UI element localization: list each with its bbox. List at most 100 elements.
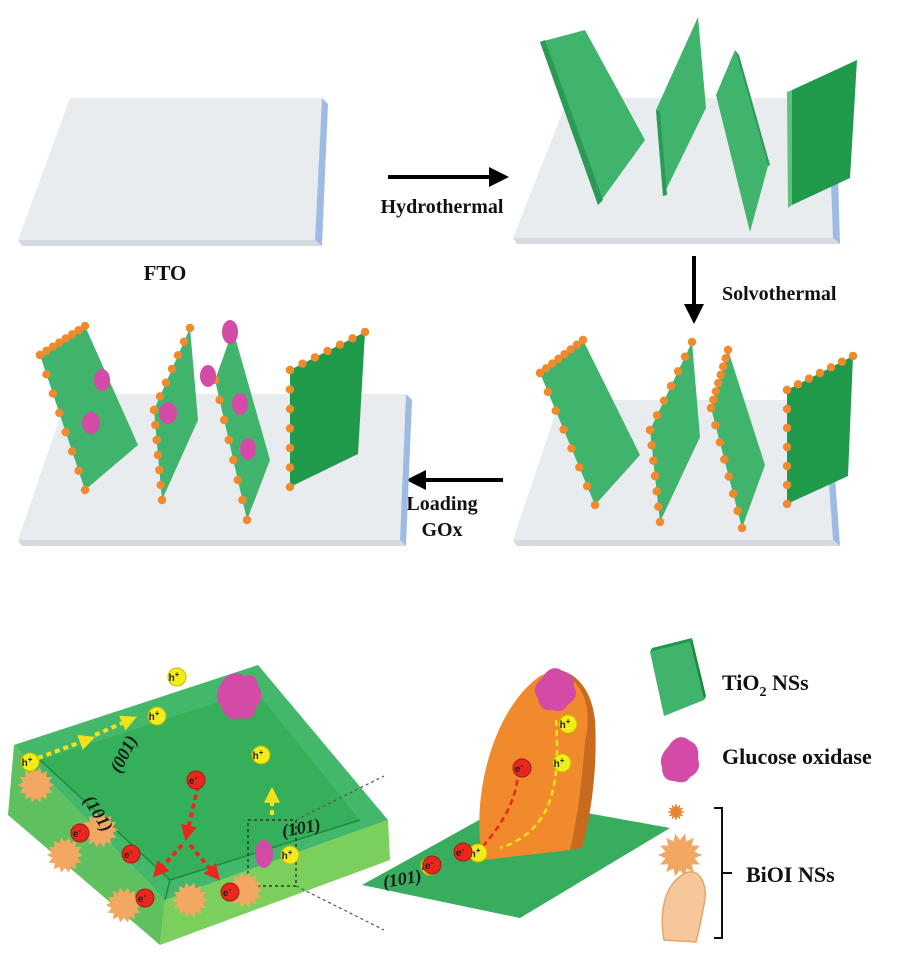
svg-text:e-: e-	[456, 845, 465, 859]
electron: e-	[70, 823, 90, 843]
bioi-particle	[42, 370, 51, 379]
svg-text:e-: e-	[515, 761, 524, 775]
tio2-on-fto-panel	[513, 17, 857, 244]
bioi-particle	[655, 517, 665, 527]
electron-migration-arrow	[188, 843, 221, 881]
bioi-particle	[578, 335, 588, 345]
bioi-particle	[709, 395, 718, 404]
bioi-particle	[233, 475, 243, 485]
zoom-guide	[295, 885, 385, 931]
bioi-star	[47, 837, 83, 873]
bioi-particle	[242, 515, 252, 525]
bioi-particle	[793, 380, 803, 389]
bioi-particle	[715, 438, 725, 447]
legend-brace	[714, 807, 732, 939]
bioi-particle	[285, 404, 295, 414]
bioi-particle	[157, 495, 167, 505]
bioi-particle	[55, 338, 64, 347]
bioi-particle	[48, 342, 58, 351]
bioi-particle	[55, 408, 64, 418]
gox-enzymes-panel4	[82, 320, 256, 460]
hole-migration-arrow	[37, 734, 96, 760]
bioi-particle	[149, 405, 159, 415]
bioi-particle	[285, 385, 295, 394]
hole: h+	[147, 706, 167, 726]
bioi-particle	[310, 353, 320, 362]
bioi-particle	[566, 345, 575, 354]
gox-enzyme	[255, 840, 273, 868]
bioi-particle	[711, 420, 720, 430]
bioi-particle	[298, 359, 307, 368]
svg-text:h+: h+	[169, 670, 180, 684]
electron: e-	[453, 842, 473, 862]
bioi-particle	[733, 506, 742, 516]
bioi-particle	[224, 435, 233, 445]
bioi-large-star-icon	[658, 833, 702, 877]
bioi-particle	[548, 359, 557, 368]
bioi-plate-icon	[661, 871, 706, 943]
svg-text:h+: h+	[470, 846, 481, 860]
bioi-particle	[152, 435, 161, 445]
gox-enzyme-zoomed	[534, 668, 576, 712]
gox-enzyme	[159, 402, 177, 424]
svg-text:h+: h+	[149, 709, 160, 723]
svg-text:h+: h+	[560, 717, 571, 731]
bioi-particle	[652, 487, 661, 496]
gox-enzyme	[82, 412, 100, 434]
bioi-particle	[543, 387, 553, 397]
bioi-particle	[737, 523, 747, 533]
hole-path	[499, 719, 559, 850]
bioi-star	[82, 812, 118, 848]
bioi-particle	[815, 368, 825, 378]
bioi-particle	[74, 466, 83, 475]
bioi-particle	[285, 424, 295, 433]
bioi-particle	[680, 352, 690, 361]
electron: e-	[135, 888, 155, 908]
bioi-particle	[706, 403, 716, 413]
bioi-particle	[535, 368, 545, 378]
bioi-particle	[728, 489, 738, 498]
tio2-bioi-gox-panel	[18, 326, 412, 546]
bioi-particle	[559, 425, 568, 434]
hydrothermal-label: Hydrothermal	[381, 196, 504, 218]
bioi-particle	[720, 455, 729, 464]
bioi-particle	[645, 425, 655, 435]
fto-label: FTO	[144, 261, 187, 285]
bioi-particle	[654, 502, 663, 511]
zoom-guide	[295, 775, 385, 821]
bioi-star	[658, 833, 702, 877]
svg-text:h+: h+	[282, 848, 293, 862]
electron: e-	[422, 855, 442, 875]
bioi-particle	[575, 463, 584, 472]
tio2-bioi-panel	[513, 340, 853, 546]
hole: h+	[280, 845, 300, 865]
svg-text:e-: e-	[124, 847, 133, 861]
bioi-particle	[153, 450, 163, 460]
bioi-particle	[718, 362, 728, 371]
bioi-particle	[826, 363, 836, 372]
gox-enzyme	[232, 393, 248, 415]
bioi-particle	[554, 354, 563, 364]
legend-gox-label: Glucose oxidase	[722, 744, 872, 769]
fto-substrate	[18, 98, 328, 246]
bioi-particle	[782, 385, 792, 395]
svg-text:e-: e-	[425, 858, 434, 872]
legend: TiO2 NSs Glucose oxidase BiOI NSs	[650, 638, 872, 943]
bioi-particle	[782, 461, 792, 471]
solvothermal-label: Solvothermal	[722, 283, 837, 305]
bioi-particle	[335, 340, 345, 349]
bioi-particle	[185, 323, 195, 333]
svg-text:e-: e-	[73, 826, 82, 840]
hole: h+	[167, 667, 187, 687]
bioi-particle	[721, 354, 730, 363]
electron: e-	[220, 882, 240, 902]
bioi-particle	[42, 346, 51, 356]
gox-enzyme	[240, 438, 256, 460]
bioi-particle	[724, 472, 733, 481]
bioi-star	[667, 803, 685, 821]
bioi-particle	[155, 465, 164, 475]
bioi-particle	[219, 415, 229, 425]
bioi-particle	[80, 485, 90, 495]
bioi-particle	[229, 455, 238, 465]
